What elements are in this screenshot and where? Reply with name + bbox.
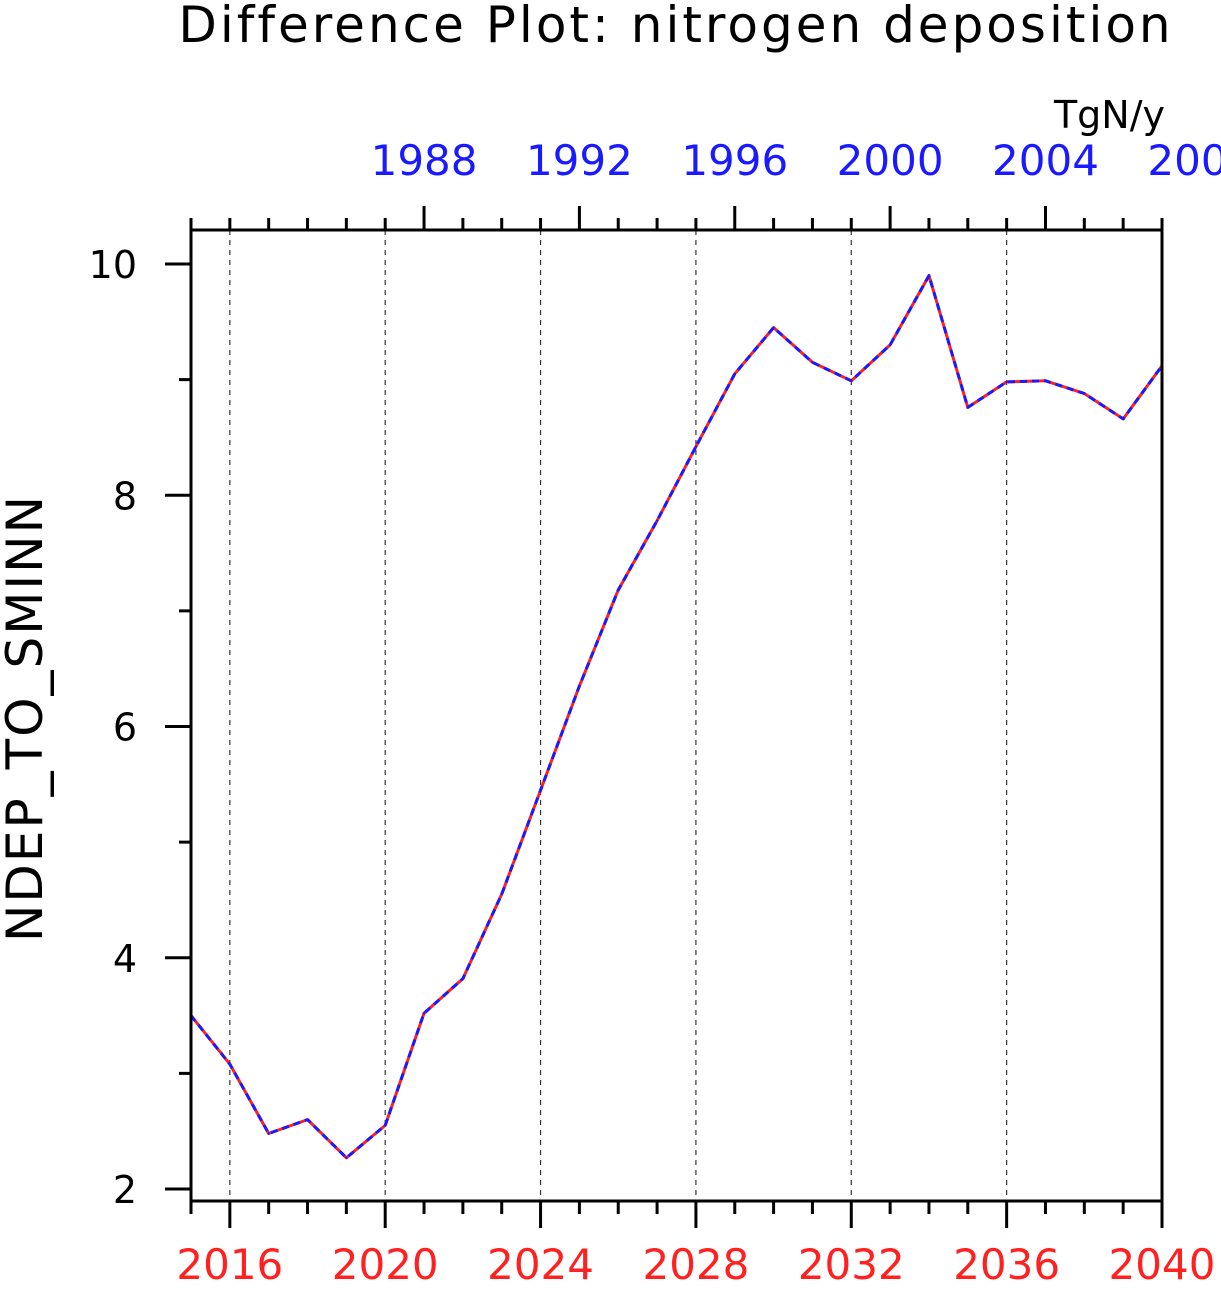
x-bottom-tick-label: 2024	[487, 1240, 594, 1289]
y-tick-label: 6	[113, 706, 137, 750]
data-point	[267, 1132, 270, 1135]
units-label: TgN/y	[1053, 93, 1165, 137]
data-point	[1005, 380, 1008, 384]
data-point	[694, 445, 698, 448]
data-point	[228, 1062, 231, 1066]
data-point	[850, 379, 853, 382]
data-point	[772, 326, 775, 329]
x-top-tick-label: 2000	[837, 136, 944, 185]
data-point	[384, 1124, 387, 1127]
y-tick-label: 10	[89, 243, 137, 287]
data-point	[927, 274, 931, 277]
data-point	[733, 372, 736, 375]
data-point	[617, 588, 620, 592]
x-top-tick-label: 1996	[681, 136, 788, 185]
data-point	[966, 406, 969, 409]
data-point	[345, 1156, 348, 1160]
x-bottom-tick-label: 2032	[798, 1240, 905, 1289]
axes-layer: 2016 2020 2024 2028 2032 2036 2040 1988 1992 1996…	[89, 136, 1221, 1289]
data-point	[306, 1118, 309, 1121]
y-tick-label: 8	[113, 474, 137, 518]
data-point	[811, 361, 814, 364]
data-point	[461, 977, 465, 980]
data-point	[1122, 417, 1125, 421]
series-line-2	[189, 274, 1164, 1160]
data-point	[888, 343, 892, 347]
x-bottom-tick-label: 2040	[1109, 1240, 1216, 1289]
x-bottom-tick-label: 2036	[953, 1240, 1060, 1289]
x-top-tick-label: 1988	[371, 136, 478, 185]
x-top-tick-label: 2004	[992, 136, 1099, 185]
x-bottom-tick-label: 2028	[642, 1240, 749, 1289]
series-layer	[189, 274, 1164, 1160]
y-axis-label: NDEP_TO_SMINN	[0, 494, 54, 942]
data-point	[1083, 392, 1086, 395]
grid-lines	[229, 230, 1008, 1201]
x-bottom-tick-label: 2016	[176, 1240, 283, 1289]
y-tick-label: 4	[113, 937, 137, 981]
plot-frame	[189, 228, 1164, 1203]
x-top-tick-label: 1992	[526, 136, 633, 185]
y-tick-label: 2	[113, 1168, 137, 1212]
data-point	[1044, 379, 1047, 382]
series-line-1	[189, 274, 1164, 1160]
x-bottom-tick-label: 2020	[332, 1240, 439, 1289]
x-top-tick-label: 2008	[1147, 136, 1221, 185]
chart-title: Difference Plot: nitrogen deposition	[178, 0, 1173, 54]
data-point	[422, 1012, 426, 1015]
data-point	[500, 893, 503, 896]
data-point	[655, 519, 659, 522]
data-point	[539, 788, 542, 792]
data-point	[578, 684, 581, 688]
